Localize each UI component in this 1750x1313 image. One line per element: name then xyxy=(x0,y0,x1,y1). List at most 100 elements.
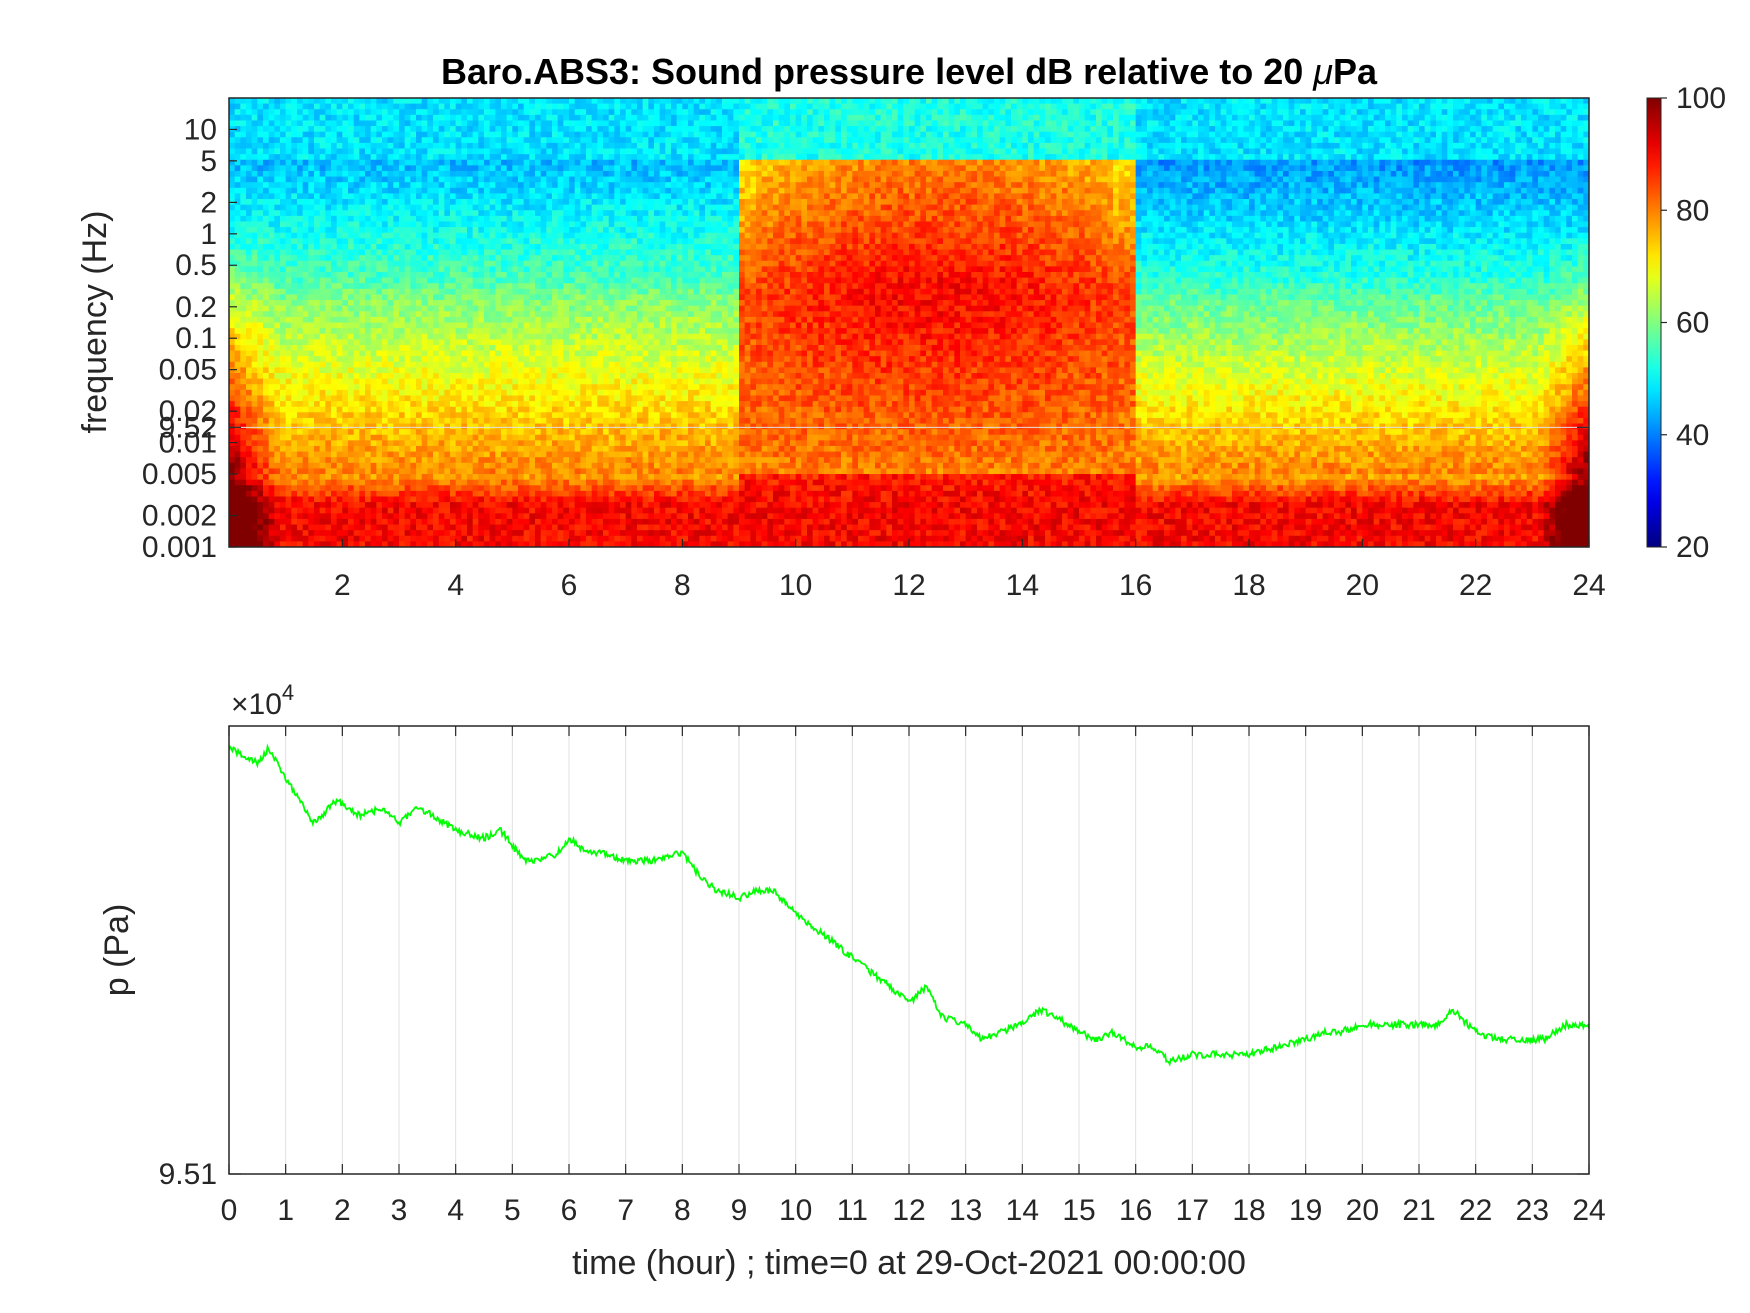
heatmap-cell xyxy=(229,378,236,385)
heatmap-cell xyxy=(444,277,451,284)
heatmap-cell xyxy=(234,249,241,256)
heatmap-cell xyxy=(563,339,570,346)
heatmap-cell xyxy=(229,294,236,301)
heatmap-cell xyxy=(268,255,275,262)
heatmap-cell xyxy=(569,367,576,374)
heatmap-cell xyxy=(302,344,309,352)
heatmap-cell xyxy=(297,490,304,498)
heatmap-cell xyxy=(314,490,321,498)
heatmap-cell xyxy=(382,434,389,441)
heatmap-cell xyxy=(399,98,406,105)
heatmap-cell xyxy=(370,243,377,251)
heatmap-cell xyxy=(455,215,462,223)
heatmap-cell xyxy=(518,316,525,324)
heatmap-cell xyxy=(410,232,417,239)
heatmap-cell xyxy=(540,389,547,397)
heatmap-cell xyxy=(540,406,547,413)
heatmap-cell xyxy=(529,479,536,486)
heatmap-cell xyxy=(467,311,474,318)
heatmap-cell xyxy=(393,137,400,144)
heatmap-cell xyxy=(240,182,247,189)
heatmap-cell xyxy=(450,154,457,161)
heatmap-cell xyxy=(382,294,389,301)
heatmap-cell xyxy=(342,170,349,178)
heatmap-cell xyxy=(495,305,502,312)
heatmap-cell xyxy=(280,305,287,312)
heatmap-cell xyxy=(234,199,241,206)
heatmap-cell xyxy=(444,215,451,223)
heatmap-cell xyxy=(342,316,349,324)
heatmap-cell xyxy=(569,496,576,503)
heatmap-cell xyxy=(387,182,394,189)
heatmap-cell xyxy=(387,361,394,368)
heatmap-cell xyxy=(257,395,264,402)
heatmap-cell xyxy=(399,266,406,273)
heatmap-cell xyxy=(353,154,360,161)
heatmap-cell xyxy=(229,350,236,357)
heatmap-cell xyxy=(501,232,508,239)
heatmap-cell xyxy=(240,333,247,340)
heatmap-cell xyxy=(557,367,564,374)
heatmap-cell xyxy=(523,243,530,251)
heatmap-cell xyxy=(523,154,530,161)
heatmap-cell xyxy=(512,283,519,290)
heatmap-cell xyxy=(416,479,423,486)
heatmap-cell xyxy=(461,288,468,296)
heatmap-cell xyxy=(489,221,496,228)
heatmap-cell xyxy=(410,255,417,262)
heatmap-cell xyxy=(438,294,445,301)
heatmap-cell xyxy=(489,507,496,514)
heatmap-cell xyxy=(257,479,264,486)
heatmap-cell xyxy=(518,243,525,251)
heatmap-cell xyxy=(257,535,264,542)
heatmap-cell xyxy=(501,159,508,166)
heatmap-cell xyxy=(416,462,423,470)
heatmap-cell xyxy=(291,294,298,301)
heatmap-cell xyxy=(234,232,241,239)
heatmap-cell xyxy=(580,103,587,110)
heatmap-cell xyxy=(291,305,298,312)
heatmap-cell xyxy=(461,232,468,239)
heatmap-cell xyxy=(484,243,491,251)
heatmap-cell xyxy=(421,535,428,542)
heatmap-cell xyxy=(263,339,270,346)
heatmap-cell xyxy=(263,524,270,531)
heatmap-cell xyxy=(240,468,247,475)
heatmap-cell xyxy=(353,227,360,234)
heatmap-cell xyxy=(529,328,536,335)
heatmap-cell xyxy=(382,170,389,178)
heatmap-cell xyxy=(370,294,377,301)
heatmap-cell xyxy=(444,109,451,116)
heatmap-cell xyxy=(535,221,542,228)
heatmap-cell xyxy=(251,412,258,419)
heatmap-cell xyxy=(246,255,253,262)
heatmap-cell xyxy=(314,238,321,245)
heatmap-cell xyxy=(421,176,428,183)
heatmap-cell xyxy=(274,507,281,514)
heatmap-cell xyxy=(297,401,304,408)
heatmap-cell xyxy=(365,159,372,166)
heatmap-cell xyxy=(393,457,400,464)
heatmap-cell xyxy=(285,451,292,458)
heatmap-cell xyxy=(399,176,406,183)
heatmap-cell xyxy=(467,361,474,368)
heatmap-cell xyxy=(342,300,349,307)
heatmap-cell xyxy=(257,541,264,547)
heatmap-cell xyxy=(529,429,536,436)
heatmap-cell xyxy=(404,221,411,228)
heatmap-cell xyxy=(319,109,326,116)
heatmap-cell xyxy=(274,417,281,425)
heatmap-cell xyxy=(427,288,434,296)
heatmap-cell xyxy=(399,109,406,116)
heatmap-cell xyxy=(297,373,304,380)
heatmap-cell xyxy=(291,344,298,352)
heatmap-cell xyxy=(523,440,530,447)
heatmap-cell xyxy=(563,294,570,301)
heatmap-cell xyxy=(285,356,292,363)
heatmap-cell xyxy=(240,232,247,239)
heatmap-cell xyxy=(342,126,349,133)
heatmap-cell xyxy=(438,524,445,531)
heatmap-cell xyxy=(563,462,570,470)
heatmap-cell xyxy=(314,120,321,127)
heatmap-cell xyxy=(546,468,553,475)
